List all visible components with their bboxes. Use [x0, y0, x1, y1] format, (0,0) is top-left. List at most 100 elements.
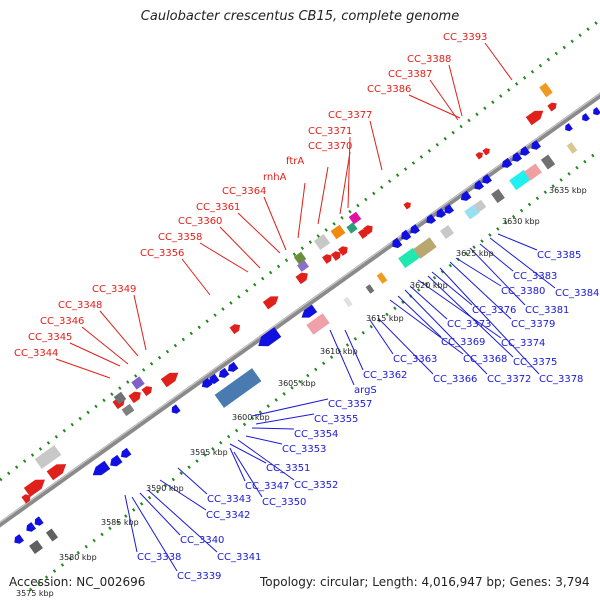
forward-gene-12	[338, 246, 348, 256]
reverse-gene-label: CC_3350	[262, 497, 306, 508]
forward-gene-12-shape	[338, 246, 348, 256]
reverse-gene-1	[14, 534, 24, 544]
reverse-gene-label: CC_3383	[513, 271, 557, 282]
reverse-gene-21-shape	[474, 180, 484, 190]
reverse-gene-grey-5-shape	[491, 188, 505, 204]
forward-gene-13-shape	[358, 229, 368, 239]
kbp-tick-label: 3575 kbp	[16, 589, 54, 598]
reverse-gene-12-shape	[258, 327, 282, 347]
reverse-leader-5	[159, 479, 207, 511]
reverse-leader-6	[177, 467, 208, 495]
reverse-gene-label: CC_3347	[245, 481, 289, 492]
reverse-gene-3	[34, 516, 44, 526]
reverse-gene-grey-8-shape	[45, 528, 59, 542]
reverse-leader-3	[139, 492, 181, 536]
forward-gene-label: CC_3360	[178, 216, 222, 227]
forward-gene-label: CC_3386	[367, 84, 411, 95]
reverse-gene-orange-1	[376, 272, 388, 284]
reverse-gene-khaki-2	[566, 142, 578, 154]
forward-gene-teal-1	[346, 222, 358, 234]
reverse-gene-23-shape	[501, 157, 513, 168]
forward-gene-6-shape	[160, 372, 179, 388]
forward-gene-purple-1	[131, 376, 145, 390]
reverse-leader-19	[389, 299, 464, 355]
reverse-gene-label: CC_3373	[447, 319, 491, 330]
reverse-leader-29	[469, 247, 526, 306]
reverse-leader-12	[251, 427, 295, 430]
reverse-gene-label: CC_3379	[511, 319, 555, 330]
forward-gene-5-shape	[141, 386, 153, 397]
reverse-gene-label: CC_3369	[441, 337, 485, 348]
forward-gene-8-shape	[262, 296, 279, 310]
forward-leader-6	[181, 258, 211, 296]
reverse-gene-grey-1	[343, 296, 353, 308]
reverse-leader-14	[251, 398, 329, 417]
reverse-gene-1-shape	[14, 534, 24, 544]
forward-gene-19	[547, 102, 557, 112]
forward-leader-14	[347, 136, 351, 209]
reverse-gene-orange-1-shape	[376, 272, 388, 284]
reverse-leader-22	[409, 285, 448, 320]
reverse-leader-28	[455, 257, 502, 287]
kbp-tick-label: 3595 kbp	[190, 448, 228, 457]
reverse-leader-31	[489, 237, 556, 289]
forward-leader-10	[263, 196, 287, 251]
reverse-gene-grey-8	[45, 528, 59, 542]
reverse-gene-7-shape	[201, 377, 213, 388]
forward-leader-7	[199, 242, 249, 273]
reverse-gene-grey-7	[29, 540, 43, 554]
reverse-gene-5	[110, 454, 123, 467]
reverse-gene-25	[520, 146, 530, 156]
forward-gene-grey-2-shape	[113, 391, 127, 405]
forward-gene-grey-1	[34, 445, 62, 469]
kbp-tick-label: 3630 kbp	[502, 217, 540, 226]
reverse-gene-29-shape	[593, 107, 600, 116]
forward-gene-1-shape	[23, 479, 45, 497]
kbp-tick-label: 3590 kbp	[146, 484, 184, 493]
reverse-gene-label: CC_3374	[501, 338, 545, 349]
reverse-gene-22	[482, 174, 492, 184]
forward-gene-9-shape	[295, 272, 308, 285]
reverse-gene-28	[582, 113, 590, 122]
reverse-gene-2-shape	[26, 522, 36, 532]
reverse-gene-19-shape	[444, 204, 454, 214]
forward-gene-14-shape	[363, 225, 373, 235]
map-title: Caulobacter crescentus CB15, complete ge…	[140, 9, 460, 24]
forward-leader-16	[408, 94, 461, 119]
forward-gene-20	[21, 494, 31, 504]
reverse-gene-label: CC_3341	[217, 552, 261, 563]
reverse-leader-7	[229, 447, 246, 482]
reverse-gene-lightblue-1-shape	[464, 204, 480, 220]
reverse-gene-label: CC_3363	[393, 354, 437, 365]
reverse-gene-12	[258, 327, 282, 347]
forward-gene-grey-4-shape	[313, 234, 331, 250]
forward-gene-17-shape	[482, 148, 490, 156]
forward-gene-2-shape	[46, 464, 67, 481]
reverse-gene-18	[436, 208, 446, 218]
reverse-leader-18	[377, 317, 434, 375]
reverse-gene-label: CC_3355	[314, 414, 358, 425]
reverse-gene-19	[444, 204, 454, 214]
reverse-leader-23	[417, 279, 502, 339]
forward-gene-10	[322, 254, 332, 264]
reverse-gene-label: CC_3368	[463, 354, 507, 365]
reverse-gene-4-shape	[92, 460, 111, 476]
forward-gene-label: rnhA	[263, 172, 287, 183]
reverse-gene-pink-1-shape	[306, 313, 330, 335]
reverse-gene-khaki-1	[413, 237, 437, 259]
kbp-tick-label: 3615 kbp	[366, 314, 404, 323]
accession-text: Accession: NC_002696	[9, 575, 146, 589]
reverse-leader-32	[497, 233, 538, 251]
reverse-gene-8	[208, 373, 220, 384]
reverse-gene-grey-5	[491, 188, 505, 204]
reverse-gene-label: CC_3372	[487, 374, 531, 385]
forward-gene-1	[23, 479, 45, 497]
reverse-gene-cyan-1	[509, 169, 531, 191]
forward-gene-label: CC_3364	[222, 186, 266, 197]
forward-gene-orange-1	[330, 224, 346, 240]
forward-gene-4	[128, 391, 141, 404]
reverse-gene-label: CC_3362	[363, 370, 407, 381]
reverse-gene-28-shape	[582, 113, 590, 122]
forward-gene-label: ftrA	[286, 156, 304, 167]
forward-gene-19-shape	[547, 102, 557, 112]
